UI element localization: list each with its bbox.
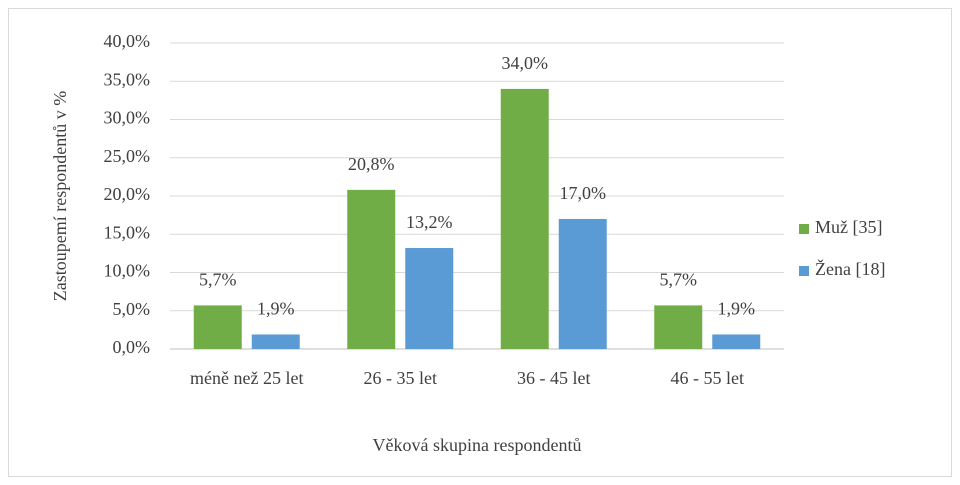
y-tick-label: 15,0% [104, 222, 151, 242]
y-tick-label: 40,0% [104, 31, 151, 51]
data-label: 34,0% [502, 53, 549, 73]
legend-label: Muž [35] [815, 217, 882, 237]
bar [558, 218, 607, 349]
data-label: 17,0% [560, 183, 607, 203]
y-tick-label: 25,0% [104, 146, 151, 166]
x-tick-label: 46 - 55 let [670, 368, 745, 388]
x-tick-label: 36 - 45 let [517, 368, 591, 388]
data-label: 20,8% [348, 154, 395, 174]
data-label: 1,9% [257, 299, 295, 319]
y-tick-label: 35,0% [104, 69, 151, 89]
y-tick-label: 10,0% [104, 261, 151, 281]
data-label: 1,9% [718, 299, 756, 319]
x-tick-label: 26 - 35 let [363, 368, 438, 388]
y-tick-label: 0,0% [113, 337, 151, 357]
data-label: 13,2% [406, 212, 453, 232]
x-axis-title: Věková skupina respondentů [373, 435, 582, 455]
chart-frame [8, 8, 952, 477]
data-label: 5,7% [199, 270, 237, 290]
y-axis-title: Zastoupemí respondentů v % [50, 91, 70, 301]
y-tick-label: 30,0% [104, 108, 151, 128]
bar [347, 189, 396, 349]
y-tick-label: 5,0% [113, 299, 151, 319]
x-tick-label: méně než 25 let [190, 368, 304, 388]
data-label: 5,7% [660, 270, 698, 290]
bar [405, 248, 454, 349]
legend-swatch [799, 266, 809, 276]
legend-label: Žena [18] [815, 258, 885, 279]
bar [654, 305, 703, 349]
bar [500, 88, 549, 350]
y-tick-label: 20,0% [104, 184, 151, 204]
bar [193, 305, 242, 349]
bar [712, 334, 761, 349]
legend-swatch [799, 224, 809, 234]
bar [251, 334, 300, 349]
